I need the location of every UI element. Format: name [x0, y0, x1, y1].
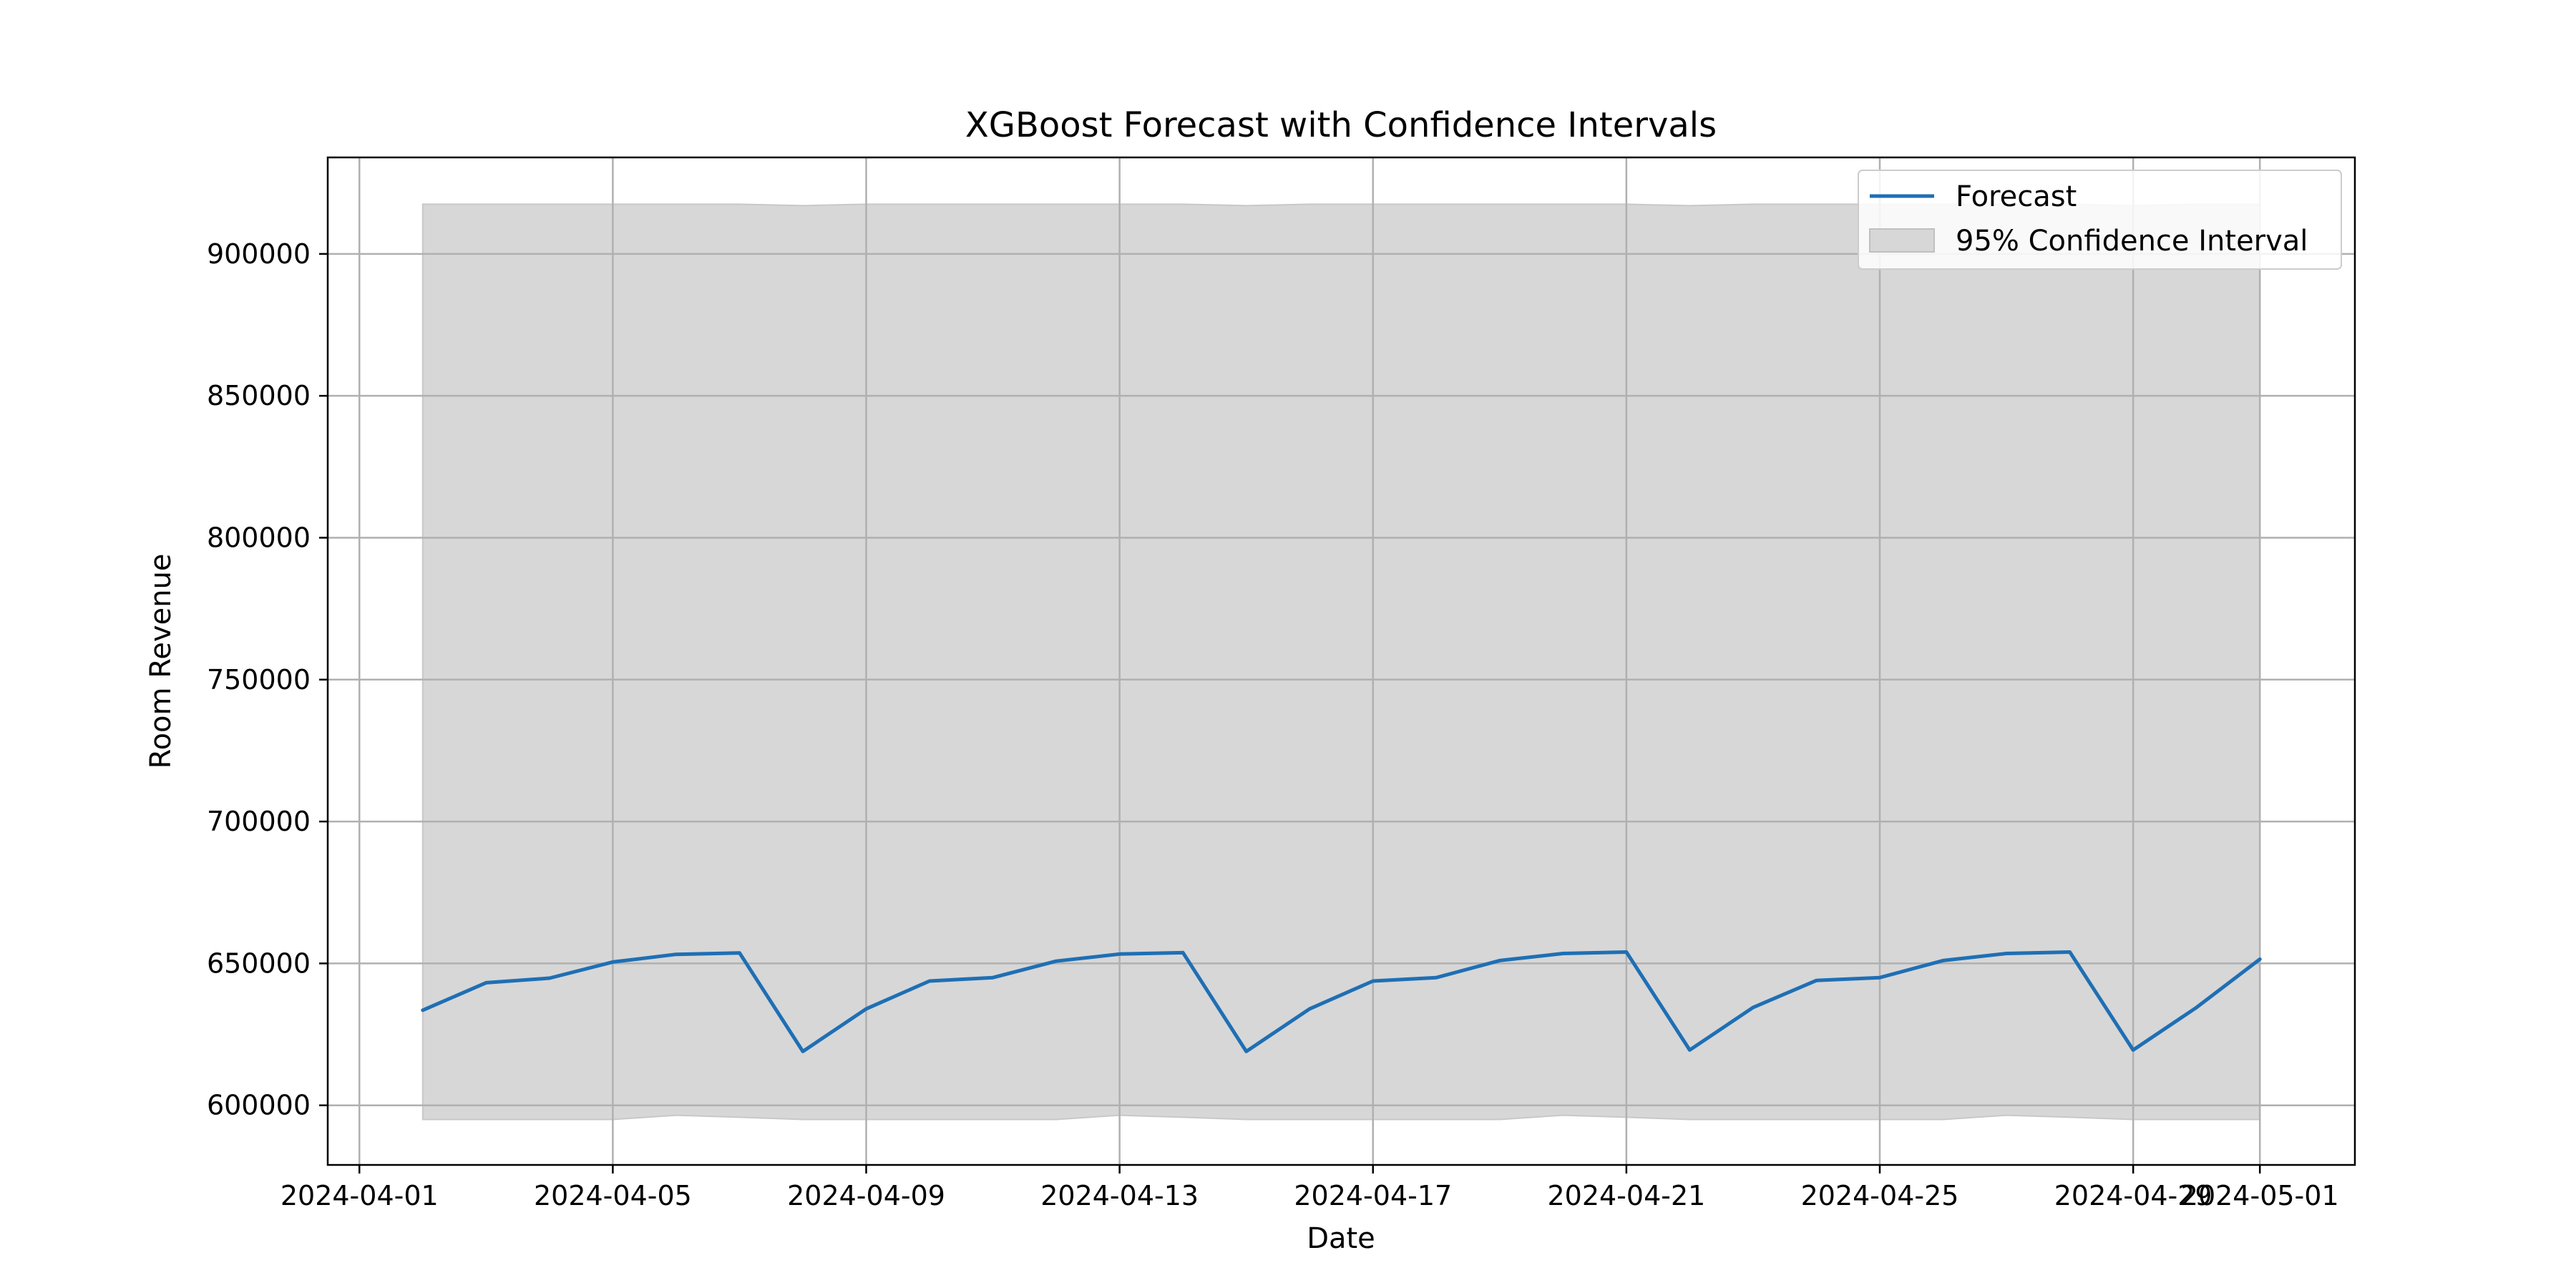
plot-frame [326, 156, 2356, 1166]
y-tick-label: 800000 [207, 522, 311, 553]
y-tick-label: 700000 [207, 806, 311, 837]
x-tick-label: 2024-04-01 [280, 1180, 439, 1211]
confidence-interval-layer [421, 203, 2261, 1121]
grid-layer [328, 157, 2355, 1165]
x-axis-ticks: 2024-04-01 2024-04-05 2024-04-09 2024-04-13… [280, 1165, 2339, 1211]
confidence-interval-band [421, 203, 2261, 1121]
legend-forecast-label: Forecast [1956, 180, 2077, 213]
y-tick-label: 900000 [207, 238, 311, 270]
x-tick-label: 2024-04-05 [534, 1180, 692, 1211]
y-axis-label: Room Revenue [145, 554, 177, 769]
y-tick-label: 650000 [207, 947, 311, 979]
y-tick-label: 600000 [207, 1090, 311, 1121]
legend-box [1858, 170, 2342, 270]
legend-interval-label: 95% Confidence Interval [1956, 225, 2308, 258]
x-tick-label: 2024-05-01 [2181, 1180, 2339, 1211]
forecast-line [421, 950, 2262, 1053]
x-tick-label: 2024-04-13 [1040, 1180, 1199, 1211]
legend-interval-swatch [1869, 228, 1935, 253]
x-tick-label: 2024-04-29 [2054, 1180, 2212, 1211]
y-tick-label: 750000 [207, 664, 311, 696]
x-tick-label: 2024-04-21 [1547, 1180, 1705, 1211]
forecast-line-layer [421, 950, 2262, 1053]
y-tick-label: 850000 [207, 380, 311, 411]
y-axis-ticks: 600000 650000 700000 750000 800000 850000 9000… [207, 238, 328, 1121]
x-tick-label: 2024-04-25 [1801, 1180, 1959, 1211]
x-tick-label: 2024-04-09 [787, 1180, 945, 1211]
legend: Forecast 95% Confidence Interval [1858, 170, 2342, 270]
chart-title: XGBoost Forecast with Confidence Interva… [965, 105, 1717, 145]
x-tick-label: 2024-04-17 [1294, 1180, 1452, 1211]
x-axis-label: Date [1307, 1222, 1375, 1255]
